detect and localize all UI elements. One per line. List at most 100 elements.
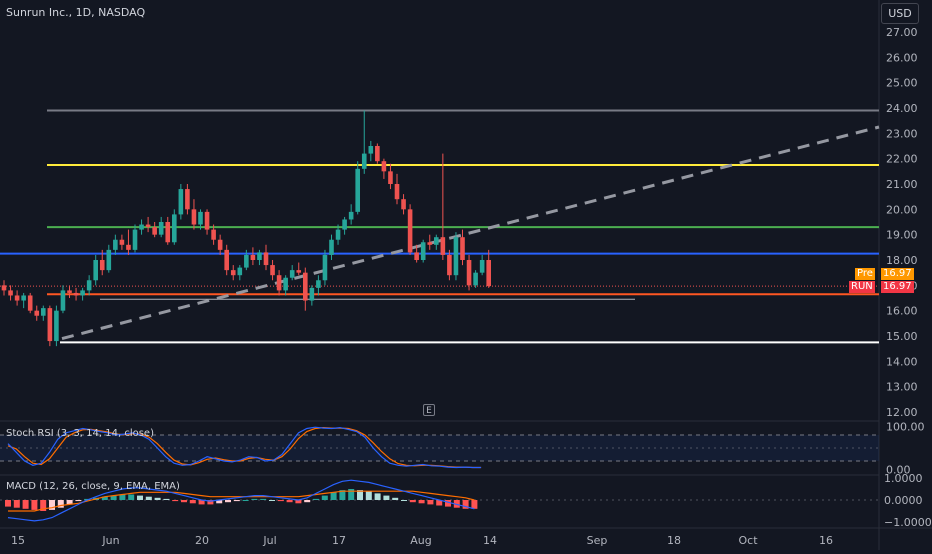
candle[interactable] xyxy=(447,249,452,281)
candle[interactable] xyxy=(198,209,203,230)
candle[interactable] xyxy=(250,247,256,266)
candle[interactable] xyxy=(67,285,72,298)
stoch-rsi-label[interactable]: Stoch RSI (3, 3, 14, 14, close) xyxy=(6,428,154,439)
candle[interactable] xyxy=(486,249,491,288)
candle[interactable] xyxy=(178,184,184,220)
candle[interactable] xyxy=(152,222,157,238)
candle[interactable] xyxy=(145,216,151,233)
candle[interactable] xyxy=(211,224,216,245)
candle[interactable] xyxy=(276,270,282,296)
candle[interactable] xyxy=(1,280,7,296)
candle[interactable] xyxy=(93,254,98,286)
price-axis[interactable]: 27.00 26.00 25.00 24.00 23.00 22.00 21.00 20.00… xyxy=(886,26,918,419)
candle[interactable] xyxy=(113,234,118,255)
macd-histogram-bar xyxy=(277,500,284,502)
candle[interactable] xyxy=(21,292,26,309)
macd-line xyxy=(7,479,475,522)
candle[interactable] xyxy=(420,239,426,263)
candle[interactable] xyxy=(453,232,459,281)
candle[interactable] xyxy=(119,234,125,250)
candle[interactable] xyxy=(375,143,380,164)
stoch-axis[interactable]: 100.00 0.00 xyxy=(886,420,925,476)
macd-axis[interactable]: 1.0000 0.0000 −1.0000 xyxy=(884,472,932,529)
candle[interactable] xyxy=(466,254,472,291)
candle[interactable] xyxy=(361,110,367,174)
candle[interactable] xyxy=(106,244,112,273)
candle[interactable] xyxy=(394,173,400,205)
macd-histogram-bar xyxy=(75,500,82,502)
symbol-title[interactable]: Sunrun Inc., 1D, NASDAQ xyxy=(6,6,146,19)
candle[interactable] xyxy=(139,219,144,235)
candle[interactable] xyxy=(322,249,328,286)
candle[interactable] xyxy=(86,275,92,296)
candle[interactable] xyxy=(401,194,406,215)
candle[interactable] xyxy=(47,305,53,347)
candle[interactable] xyxy=(217,234,223,255)
candle[interactable] xyxy=(309,285,315,306)
candle[interactable] xyxy=(434,234,439,250)
price-axis-label: 20.00 xyxy=(886,203,918,216)
macd-label[interactable]: MACD (12, 26, close, 9, EMA, EMA) xyxy=(6,481,180,492)
macd-histogram-bar xyxy=(5,500,11,507)
candle[interactable] xyxy=(289,265,295,281)
candle[interactable] xyxy=(54,305,59,347)
candle[interactable] xyxy=(73,287,79,301)
candle[interactable] xyxy=(14,290,20,306)
candle[interactable] xyxy=(165,216,171,245)
candle[interactable] xyxy=(263,244,269,271)
price-axis-label: 23.00 xyxy=(886,127,918,140)
candle[interactable] xyxy=(244,249,249,271)
macd-histogram-bar xyxy=(339,490,346,500)
candle[interactable] xyxy=(34,305,40,321)
candle[interactable] xyxy=(185,184,190,215)
candle[interactable] xyxy=(335,224,341,245)
candle[interactable] xyxy=(99,249,105,276)
macd-histogram-bar xyxy=(181,500,187,503)
candle[interactable] xyxy=(460,229,465,266)
candle[interactable] xyxy=(237,265,243,281)
candle[interactable] xyxy=(204,209,210,235)
macd-histogram-bar xyxy=(445,500,451,507)
candle[interactable] xyxy=(303,267,308,311)
candle[interactable] xyxy=(80,287,85,301)
candle[interactable] xyxy=(348,204,354,225)
candle[interactable] xyxy=(270,260,275,281)
pre-market-label-tag: Pre xyxy=(855,268,875,280)
time-axis-label: Oct xyxy=(738,534,758,547)
currency-button[interactable]: USD xyxy=(881,3,919,24)
candle[interactable] xyxy=(283,275,288,296)
candle[interactable] xyxy=(316,275,321,296)
candle[interactable] xyxy=(41,305,46,321)
time-axis-label: 17 xyxy=(332,534,346,547)
candle[interactable] xyxy=(60,285,66,314)
candle[interactable] xyxy=(126,229,131,255)
time-axis[interactable]: 15 Jun 20 Jul 17 Aug 14 Sep 18 Oct 16 xyxy=(11,534,833,547)
candlestick-series[interactable] xyxy=(1,110,491,347)
candle[interactable] xyxy=(329,234,334,260)
candle[interactable] xyxy=(440,153,446,260)
candle[interactable] xyxy=(407,204,413,255)
candle[interactable] xyxy=(473,270,478,288)
candle[interactable] xyxy=(342,216,347,235)
macd-axis-label: 1.0000 xyxy=(884,472,923,485)
candle[interactable] xyxy=(8,285,13,301)
candle[interactable] xyxy=(191,199,197,230)
candle[interactable] xyxy=(257,249,262,266)
candle[interactable] xyxy=(224,244,229,276)
candle[interactable] xyxy=(479,254,485,276)
earnings-icon[interactable]: E xyxy=(423,404,435,416)
trend-line-dashed[interactable] xyxy=(61,125,880,340)
candle[interactable] xyxy=(27,292,33,314)
candle[interactable] xyxy=(132,224,138,253)
candle[interactable] xyxy=(381,158,387,179)
candle[interactable] xyxy=(427,234,433,250)
candle[interactable] xyxy=(172,209,177,245)
candle[interactable] xyxy=(414,244,419,263)
candle[interactable] xyxy=(388,163,393,190)
candle[interactable] xyxy=(368,140,374,162)
candle[interactable] xyxy=(158,216,164,238)
candle[interactable] xyxy=(296,262,302,276)
candle[interactable] xyxy=(355,161,360,215)
candle[interactable] xyxy=(230,265,236,281)
